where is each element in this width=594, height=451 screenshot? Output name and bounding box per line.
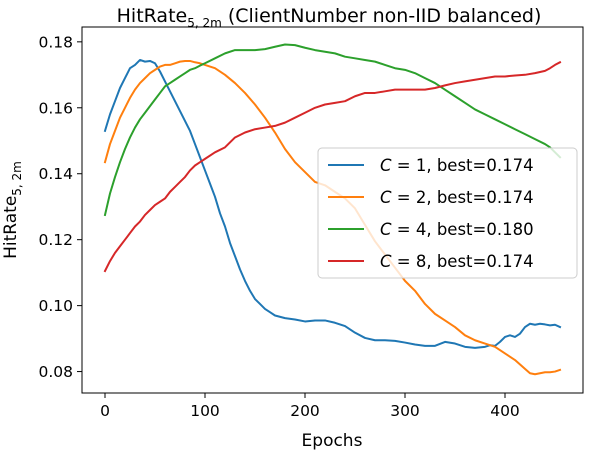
legend-value: = 4, best=0.180 — [392, 220, 534, 239]
series-line-3 — [103, 43, 562, 217]
legend-variable: C — [380, 252, 392, 271]
x-axis: 0 100 200 300 400 — [100, 393, 520, 420]
y-tick-label: 0.16 — [38, 99, 73, 117]
legend-value: = 8, best=0.174 — [392, 252, 534, 271]
legend-value: = 2, best=0.174 — [392, 188, 534, 207]
y-tick-label: 0.10 — [38, 297, 73, 315]
y-tick-label: 0.14 — [38, 165, 73, 183]
series-line-2 — [103, 59, 562, 376]
series-line-4 — [103, 60, 562, 273]
legend-entry-2: C = 2, best=0.174 — [380, 188, 534, 207]
legend-entry-1: C = 1, best=0.174 — [380, 156, 534, 175]
legend-entry-3: C = 4, best=0.180 — [380, 220, 534, 239]
plot-area-frame — [81, 26, 584, 394]
x-tick-label: 300 — [390, 402, 420, 420]
legend-box — [317, 147, 578, 279]
legend-value: = 1, best=0.174 — [392, 156, 534, 175]
legend-variable: C — [380, 220, 392, 239]
y-axis-label-subscript: 5, 2m — [10, 161, 24, 196]
legend-entry-4: C = 8, best=0.174 — [380, 252, 534, 271]
y-tick-label: 0.12 — [38, 231, 73, 249]
series-line-1 — [103, 58, 562, 349]
y-tick-label: 0.08 — [38, 363, 73, 381]
chart-title-suffix: (ClientNumber non-IID balanced) — [222, 5, 542, 27]
chart-title: HitRate5, 2m (ClientNumber non-IID balan… — [117, 5, 542, 30]
x-tick-label: 400 — [490, 402, 520, 420]
series-group — [103, 43, 562, 376]
y-axis-label-main: HitRate — [1, 196, 21, 259]
chart-title-main: HitRate — [117, 5, 188, 27]
legend-variable: C — [380, 188, 392, 207]
x-tick-label: 100 — [190, 402, 220, 420]
y-axis-label: HitRate5, 2m — [1, 161, 24, 259]
x-tick-label: 200 — [290, 402, 320, 420]
x-tick-label: 0 — [100, 402, 110, 420]
y-tick-label: 0.18 — [38, 33, 73, 51]
x-axis-label: Epochs — [302, 431, 363, 451]
y-axis: 0.08 0.10 0.12 0.14 0.16 0.18 — [38, 33, 82, 381]
legend-variable: C — [380, 156, 392, 175]
chart-title-subscript: 5, 2m — [187, 16, 222, 30]
